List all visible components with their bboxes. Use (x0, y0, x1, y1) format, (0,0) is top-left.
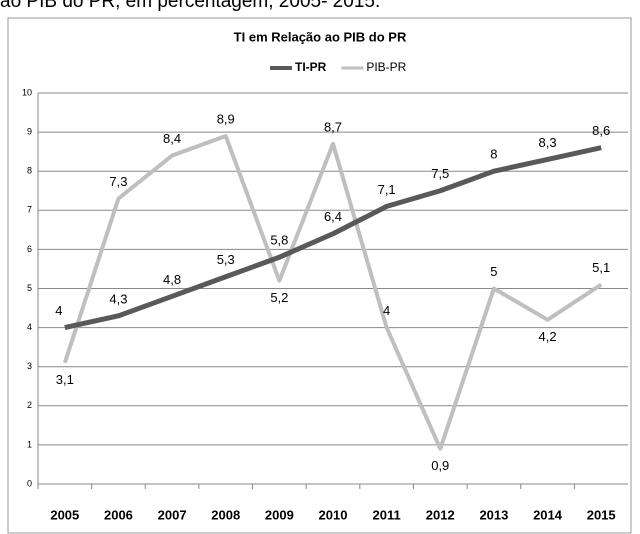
x-tick-label: 2008 (211, 507, 240, 522)
data-label: 8 (490, 147, 497, 162)
y-tick-label: 9 (27, 126, 32, 136)
x-tick-label: 2007 (158, 507, 187, 522)
series-line (64, 145, 602, 331)
x-tick-label: 2012 (426, 507, 455, 522)
legend-label: PIB-PR (366, 60, 406, 74)
series-line (62, 134, 603, 451)
data-label: 7,1 (378, 182, 396, 197)
x-tick-label: 2014 (533, 507, 563, 522)
legend-label: TI-PR (295, 60, 327, 74)
data-label: 5,2 (270, 290, 288, 305)
data-label: 8,3 (539, 135, 557, 150)
data-label: 8,6 (592, 123, 610, 138)
y-tick-label: 3 (27, 361, 32, 371)
data-label: 4 (55, 303, 62, 318)
data-label: 5,1 (592, 260, 610, 275)
y-tick-label: 1 (27, 439, 32, 449)
y-tick-label: 5 (27, 283, 32, 293)
chart-title: TI em Relação ao PIB do PR (234, 29, 407, 44)
y-tick-label: 0 (27, 478, 32, 488)
y-tick-label: 4 (27, 322, 32, 332)
data-label: 7,5 (431, 166, 449, 181)
data-label: 5,8 (270, 233, 288, 248)
data-label: 4,3 (109, 291, 127, 306)
x-tick-label: 2011 (373, 507, 401, 522)
data-label: 3,1 (56, 372, 74, 387)
y-tick-label: 8 (27, 166, 32, 176)
data-label: 4,2 (539, 329, 557, 344)
y-tick-label: 2 (27, 400, 32, 410)
x-tick-label: 2015 (587, 507, 616, 522)
data-label: 7,3 (109, 174, 127, 189)
data-label: 4 (383, 303, 390, 318)
caption: ao PIB do PR, em percentagem, 2005- 2015… (0, 0, 380, 12)
x-tick-label: 2006 (104, 507, 133, 522)
y-tick-label: 7 (27, 205, 32, 215)
chart-frame (7, 17, 632, 534)
data-label: 5,3 (217, 252, 235, 267)
x-tick-label: 2013 (479, 507, 508, 522)
data-label: 8,9 (217, 111, 235, 126)
data-label: 8,7 (324, 119, 342, 134)
data-label: 4,8 (163, 272, 181, 287)
data-label: 0,9 (431, 458, 449, 473)
data-label: 6,4 (324, 209, 342, 224)
y-tick-label: 6 (27, 244, 32, 254)
data-label: 5 (490, 264, 497, 279)
x-tick-label: 2005 (50, 507, 79, 522)
y-tick-label: 10 (22, 87, 32, 97)
x-tick-label: 2010 (319, 507, 348, 522)
x-tick-label: 2009 (265, 507, 294, 522)
data-label: 8,4 (163, 131, 181, 146)
